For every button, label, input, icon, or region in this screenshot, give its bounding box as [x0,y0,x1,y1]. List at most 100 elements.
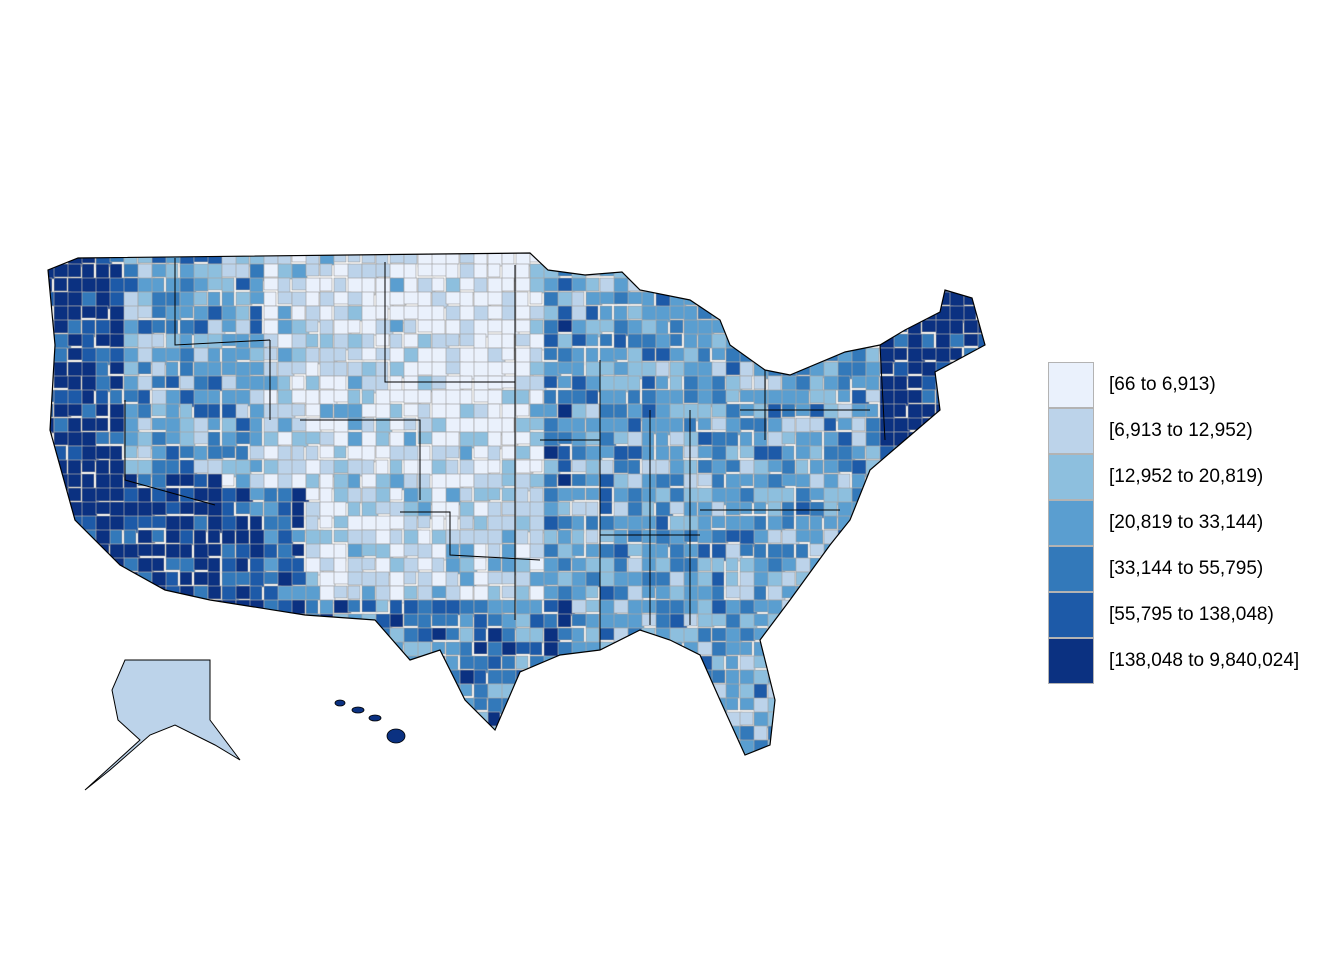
county [48,319,55,338]
county [207,403,221,421]
county [669,361,685,377]
county [669,501,685,515]
county [67,725,82,739]
county [907,291,925,307]
county [501,627,516,643]
county [53,487,67,503]
county [305,319,319,333]
county [753,543,767,561]
county [305,305,321,323]
county [935,473,953,492]
county [949,487,966,504]
county [627,599,643,616]
county [627,431,643,447]
county [123,487,140,503]
county [207,585,222,600]
county [669,543,687,561]
county [921,515,940,530]
county [865,445,882,460]
county [753,319,769,338]
county [361,431,378,447]
county [641,319,658,335]
county [179,753,198,755]
county [963,599,978,613]
county [949,711,964,730]
county [921,529,935,548]
county [711,641,728,657]
county [235,725,252,740]
county [907,417,924,431]
county [445,711,461,725]
county [501,487,516,502]
county [977,361,985,377]
county [949,361,965,378]
county [375,253,389,267]
county [403,725,419,740]
county [613,361,631,376]
county [417,333,432,349]
county [585,515,599,531]
county [403,347,421,364]
county [781,473,798,487]
county [459,753,478,755]
county [207,263,223,281]
county [515,585,530,602]
county [543,599,560,613]
county [977,459,985,477]
county [795,459,809,475]
county [361,753,380,755]
county [137,333,155,349]
county [347,263,363,281]
county [655,585,672,600]
county [809,599,826,616]
county [473,263,488,279]
county [95,641,113,657]
county [417,753,434,755]
county [907,389,923,404]
county [837,655,852,673]
state-border [384,262,515,383]
county [879,697,898,715]
county [613,445,629,463]
county [837,501,854,519]
county [53,599,69,616]
county [417,655,431,670]
county [347,389,361,405]
county [711,319,729,334]
county [543,487,560,505]
county [795,263,813,282]
county [179,291,195,308]
county [893,389,910,407]
county [795,599,811,617]
county [291,445,305,462]
county [669,375,683,393]
county [347,445,365,460]
county [235,571,251,586]
county [865,473,882,492]
county [263,599,281,615]
county [865,627,884,642]
hawaii-island [386,728,406,744]
county [963,375,977,389]
county [655,403,673,421]
county [683,627,699,643]
county [543,253,561,268]
county [669,389,684,406]
county [977,683,985,701]
county [501,515,517,532]
county [431,431,448,447]
county [669,431,687,446]
county [879,725,895,744]
county [165,375,180,389]
county [417,669,436,686]
county [361,641,380,657]
county [109,641,123,657]
county [571,263,587,281]
county [781,669,799,683]
us-outline [47,252,986,756]
county [81,711,100,726]
county [543,641,560,659]
county [711,585,725,603]
county [193,473,208,488]
county [907,473,923,489]
